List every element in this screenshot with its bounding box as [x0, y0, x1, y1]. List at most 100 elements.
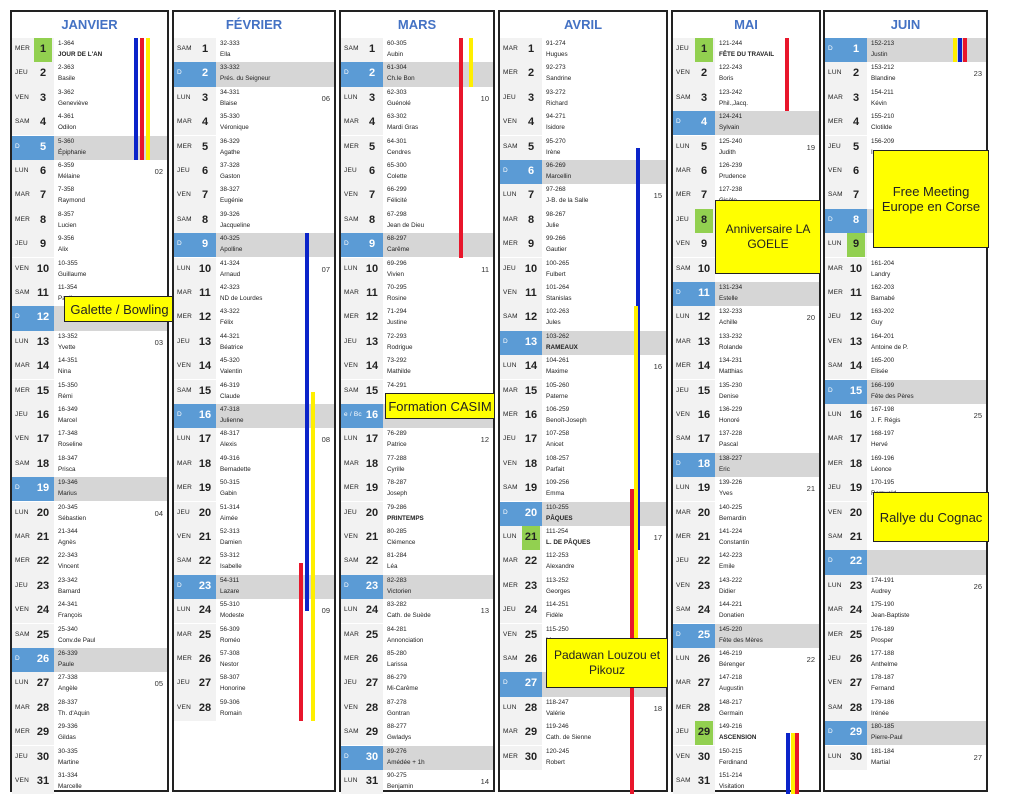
day-row[interactable]: LUN 10 69-296 Vivien 11 [341, 257, 493, 282]
day-row[interactable]: VEN 9 [673, 233, 819, 258]
day-row[interactable]: MER 2 92-273 Sandrine [500, 62, 666, 87]
day-row[interactable]: MER 4 155-210 Clotilde [825, 111, 986, 136]
day-row[interactable]: SAM 18 18-347 Prisca [12, 452, 167, 478]
day-row[interactable]: JEU 17 107-258 Anicet [500, 428, 666, 453]
day-row[interactable]: SAM 28 179-186 Irénée [825, 696, 986, 722]
day-row[interactable]: LUN 24 55-310 Modeste 09 [174, 599, 334, 624]
day-row[interactable]: JEU 23 23-342 Barnard [12, 574, 167, 600]
day-row[interactable]: VEN 13 164-201 Antoine de P. [825, 330, 986, 356]
day-row[interactable]: MAR 15 105-260 Paterne [500, 379, 666, 404]
day-row[interactable]: MAR 13 133-232 Rolande [673, 330, 819, 356]
day-row[interactable]: VEN 21 52-313 Damien [174, 526, 334, 551]
day-row[interactable]: SAM 3 123-242 Phil.,Jacq. [673, 86, 819, 112]
day-row[interactable]: MAR 18 77-288 Cyrille [341, 452, 493, 478]
day-row[interactable]: SAM 31 151-214 Visitation [673, 770, 819, 795]
day-row[interactable]: D 11 131-234 Estelle [673, 282, 819, 307]
day-row[interactable]: MER 21 141-224 Constantin [673, 526, 819, 551]
day-row[interactable]: JEU 2 2-363 Basile [12, 62, 167, 87]
day-row[interactable]: MER 28 148-217 Germain [673, 696, 819, 722]
day-row[interactable]: VEN 4 94-271 Isidore [500, 111, 666, 136]
day-row[interactable]: JEU 12 163-202 Guy [825, 306, 986, 331]
event-box[interactable]: Free Meeting Europe en Corse [873, 150, 989, 248]
day-row[interactable]: JEU 29 149-216 ASCENSION [673, 721, 819, 746]
day-row[interactable]: MER 22 22-343 Vincent [12, 550, 167, 575]
day-row[interactable]: MAR 25 56-309 Roméo [174, 623, 334, 648]
day-row[interactable]: SAM 7 [825, 184, 986, 209]
day-row[interactable]: MAR 18 49-316 Bernadette [174, 452, 334, 478]
day-row[interactable]: VEN 28 59-306 Romain [174, 696, 334, 722]
day-row[interactable]: D 9 68-297 Carême [341, 233, 493, 258]
day-row[interactable]: LUN 17 48-317 Alexis 08 [174, 428, 334, 453]
day-row[interactable]: D 6 96-269 Marcellin [500, 160, 666, 185]
day-row[interactable]: MAR 14 14-351 Nina [12, 355, 167, 380]
day-row[interactable]: VEN 23 143-222 Didier [673, 574, 819, 600]
day-row[interactable]: LUN 3 34-331 Blaise 06 [174, 86, 334, 112]
day-row[interactable]: MAR 10 161-204 Landry [825, 257, 986, 282]
day-row[interactable]: MAR 1 91-274 Hugues [500, 38, 666, 63]
day-row[interactable]: SAM 22 81-284 Léa [341, 550, 493, 575]
day-row[interactable]: MAR 6 126-239 Prudence [673, 160, 819, 185]
day-row[interactable]: LUN 24 83-282 Cath. de Suède 13 [341, 599, 493, 624]
day-row[interactable]: D 16 47-318 Julienne [174, 404, 334, 429]
day-row[interactable]: MAR 28 28-337 Th. d'Aquin [12, 696, 167, 722]
day-row[interactable]: JEU 9 9-356 Alix [12, 233, 167, 258]
day-row[interactable]: JEU 1 121-244 FÊTE DU TRAVAIL [673, 38, 819, 63]
day-row[interactable]: MER 1 1-364 JOUR DE L'AN [12, 38, 167, 63]
day-row[interactable]: MER 9 99-266 Gautier [500, 233, 666, 258]
day-row[interactable]: LUN 9 [825, 233, 986, 258]
day-row[interactable]: SAM 29 88-277 Gwladys [341, 721, 493, 746]
day-row[interactable]: MAR 4 35-330 Véronique [174, 111, 334, 136]
day-row[interactable]: MAR 3 154-211 Kévin [825, 86, 986, 112]
day-row[interactable]: SAM 1 32-333 Ella [174, 38, 334, 63]
day-row[interactable]: MER 18 169-196 Léonce [825, 452, 986, 478]
day-row[interactable]: JEU 15 135-230 Denise [673, 379, 819, 404]
day-row[interactable]: MER 16 106-259 Benoît-Joseph [500, 404, 666, 429]
day-row[interactable]: MAR 25 84-281 Annonciation [341, 623, 493, 648]
day-row[interactable]: SAM 17 137-228 Pascal [673, 428, 819, 453]
day-row[interactable]: LUN 3 62-303 Guénolé 10 [341, 86, 493, 112]
day-row[interactable]: MAR 20 140-225 Bernardin [673, 501, 819, 526]
day-row[interactable]: MER 26 85-280 Larissa [341, 648, 493, 673]
day-row[interactable]: D 22 [825, 550, 986, 575]
day-row[interactable]: MAR 24 175-190 Jean-Baptiste [825, 599, 986, 624]
day-row[interactable]: D 26 26-339 Paule [12, 648, 167, 673]
day-row[interactable]: JEU 30 30-335 Martine [12, 745, 167, 770]
day-row[interactable]: MAR 8 98-267 Julie [500, 208, 666, 234]
day-row[interactable]: MAR 7 7-358 Raymond [12, 184, 167, 209]
day-row[interactable]: LUN 28 118-247 Valérie 18 [500, 696, 666, 722]
day-row[interactable]: MER 26 57-308 Nestor [174, 648, 334, 673]
day-row[interactable]: JEU 6 65-300 Colette [341, 160, 493, 185]
day-row[interactable]: D 2 61-304 Ch.le Bon [341, 62, 493, 87]
day-row[interactable]: JEU 24 114-251 Fidèle [500, 599, 666, 624]
day-row[interactable]: SAM 8 67-298 Jean de Dieu [341, 208, 493, 234]
day-row[interactable]: VEN 16 136-229 Honoré [673, 404, 819, 429]
day-row[interactable]: D 20 110-255 PÂQUES [500, 501, 666, 526]
day-row[interactable]: LUN 16 167-198 J. F. Régis 25 [825, 404, 986, 429]
day-row[interactable]: MER 29 29-336 Gildas [12, 721, 167, 746]
day-row[interactable]: MAR 29 119-246 Cath. de Sienne [500, 721, 666, 746]
day-row[interactable]: MAR 22 112-253 Alexandre [500, 550, 666, 575]
event-box[interactable]: Padawan Louzou et Pikouz [546, 638, 668, 688]
day-row[interactable]: D 30 89-276 Amédée + 1h [341, 745, 493, 770]
day-row[interactable]: LUN 26 146-219 Bérenger 22 [673, 648, 819, 673]
day-row[interactable]: LUN 2 153-212 Blandine 23 [825, 62, 986, 87]
day-row[interactable]: VEN 28 87-278 Gontran [341, 696, 493, 722]
day-row[interactable]: VEN 24 24-341 François [12, 599, 167, 624]
day-row[interactable]: D 25 145-220 Fête des Mères [673, 623, 819, 648]
day-row[interactable]: SAM 5 95-270 Irène [500, 135, 666, 160]
day-row[interactable]: LUN 12 132-233 Achille 20 [673, 306, 819, 331]
day-row[interactable]: MER 5 36-329 Agathe [174, 135, 334, 160]
day-row[interactable]: JEU 20 79-286 PRINTEMPS [341, 501, 493, 526]
day-row[interactable]: D 2 33-332 Prés. du Seigneur [174, 62, 334, 87]
day-row[interactable]: VEN 6 [825, 160, 986, 185]
day-row[interactable]: D 15 166-199 Fête des Pères [825, 379, 986, 404]
day-row[interactable]: MER 8 8-357 Lucien [12, 208, 167, 234]
day-row[interactable]: SAM 19 109-256 Emma [500, 477, 666, 502]
day-row[interactable]: LUN 27 27-338 Angèle 05 [12, 672, 167, 697]
day-row[interactable]: JEU 20 51-314 Aimée [174, 501, 334, 526]
day-row[interactable]: D 18 138-227 Eric [673, 452, 819, 478]
day-row[interactable]: JEU 10 100-265 Fulbert [500, 257, 666, 282]
day-row[interactable]: VEN 31 31-334 Marcelle [12, 770, 167, 795]
day-row[interactable]: JEU 16 16-349 Marcel [12, 404, 167, 429]
